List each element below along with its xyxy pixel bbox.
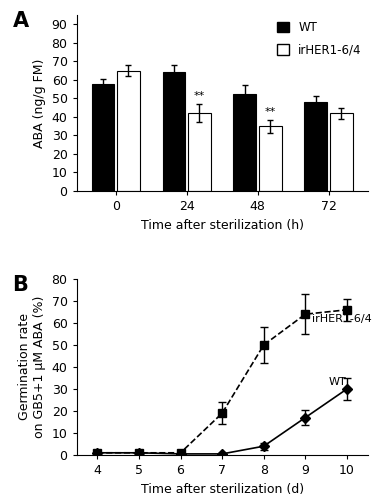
- Bar: [330, 113, 353, 191]
- X-axis label: Time after sterilization (d): Time after sterilization (d): [141, 482, 304, 496]
- Bar: [304, 102, 327, 191]
- Text: B: B: [13, 276, 28, 295]
- Y-axis label: Germination rate
on GB5+1 μM ABA (%): Germination rate on GB5+1 μM ABA (%): [18, 296, 46, 438]
- Text: irHER1-6/4: irHER1-6/4: [311, 314, 371, 324]
- Y-axis label: ABA (ng/g FM): ABA (ng/g FM): [33, 58, 46, 148]
- Text: **: **: [194, 91, 205, 101]
- Legend: WT, irHER1-6/4: WT, irHER1-6/4: [272, 16, 367, 61]
- Bar: [92, 84, 114, 191]
- Bar: [162, 72, 185, 191]
- Bar: [234, 94, 256, 191]
- Bar: [188, 113, 211, 191]
- Bar: [259, 126, 282, 191]
- Text: WT: WT: [328, 377, 346, 387]
- X-axis label: Time after sterilization (h): Time after sterilization (h): [141, 218, 304, 232]
- Bar: [117, 70, 140, 191]
- Text: A: A: [13, 12, 29, 32]
- Text: **: **: [265, 107, 276, 117]
